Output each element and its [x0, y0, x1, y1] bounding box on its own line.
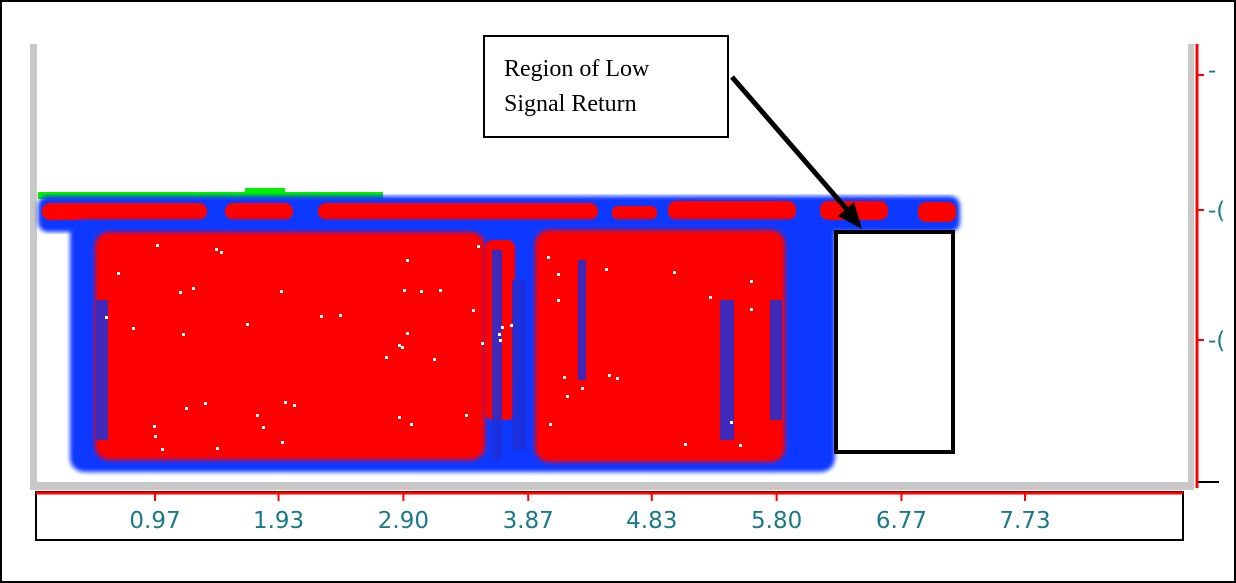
noise-speck — [216, 447, 219, 450]
noise-speck — [406, 259, 409, 262]
noise-speck — [403, 289, 406, 292]
right-axis-label: -( — [1208, 198, 1225, 224]
x-tick-label: 6.77 — [876, 508, 927, 534]
x-tick-label: 0.97 — [129, 508, 180, 534]
noise-speck — [385, 356, 388, 359]
noise-speck — [281, 441, 284, 444]
noise-speck — [256, 414, 259, 417]
noise-speck — [246, 323, 249, 326]
x-tick-label: 2.90 — [378, 508, 429, 534]
noise-fleck — [245, 188, 285, 192]
x-tick-label: 4.83 — [626, 508, 677, 534]
annotation-line-2: Signal Return — [504, 91, 637, 117]
noise-speck — [262, 426, 265, 429]
x-tick-label: 1.93 — [253, 508, 304, 534]
x-tick-label: 7.73 — [999, 508, 1050, 534]
noise-specks — [105, 244, 753, 451]
noise-speck — [153, 425, 156, 428]
noise-speck — [563, 376, 566, 379]
noise-speck — [185, 407, 188, 410]
noise-speck — [398, 344, 401, 347]
plot-left-edge — [30, 44, 37, 486]
noise-speck — [406, 332, 409, 335]
noise-speck — [557, 299, 560, 302]
noise-speck — [750, 280, 753, 283]
noise-speck — [117, 272, 120, 275]
noise-speck — [549, 423, 552, 426]
annotation-line-1: Region of Low — [504, 56, 650, 82]
plot-right-edge — [1188, 44, 1194, 490]
noise-speck — [481, 342, 484, 345]
noise-speck — [215, 248, 218, 251]
body-core-right — [535, 230, 785, 462]
signal-heatmap — [38, 188, 960, 472]
noise-speck — [284, 401, 287, 404]
noise-speck — [179, 291, 182, 294]
noise-speck — [501, 326, 504, 329]
noise-speck — [220, 251, 223, 254]
noise-speck — [401, 346, 404, 349]
noise-speck — [557, 273, 560, 276]
noise-speck — [499, 339, 502, 342]
noise-speck — [608, 374, 611, 377]
noise-speck — [439, 289, 442, 292]
noise-speck — [154, 435, 157, 438]
top-band-core — [42, 201, 956, 222]
noise-speck — [750, 308, 753, 311]
noise-speck — [204, 402, 207, 405]
noise-speck — [433, 358, 436, 361]
right-axis — [1195, 44, 1219, 488]
noise-speck — [709, 296, 712, 299]
noise-speck — [410, 423, 413, 426]
x-tick-label: 5.80 — [751, 508, 802, 534]
noise-speck — [684, 443, 687, 446]
noise-speck — [547, 256, 550, 259]
noise-speck — [616, 377, 619, 380]
right-axis-label: - — [1208, 58, 1216, 84]
low-signal-region-box — [834, 230, 955, 454]
noise-speck — [420, 290, 423, 293]
noise-speck — [339, 314, 342, 317]
right-axis-label: -( — [1208, 328, 1225, 354]
noise-speck — [581, 387, 584, 390]
noise-speck — [472, 309, 475, 312]
noise-speck — [673, 271, 676, 274]
noise-speck — [161, 448, 164, 451]
noise-speck — [465, 414, 468, 417]
body-streaks — [96, 250, 782, 460]
noise-speck — [510, 324, 513, 327]
noise-speck — [498, 333, 501, 336]
noise-speck — [182, 333, 185, 336]
noise-speck — [320, 315, 323, 318]
noise-band — [38, 192, 383, 199]
x-tick-label: 3.87 — [503, 508, 554, 534]
noise-speck — [477, 245, 480, 248]
x-axis-box — [35, 491, 1184, 541]
noise-speck — [132, 327, 135, 330]
noise-speck — [192, 287, 195, 290]
noise-speck — [156, 244, 159, 247]
plot-bottom-edge — [30, 482, 1193, 490]
noise-speck — [566, 395, 569, 398]
noise-speck — [739, 444, 742, 447]
annotation-arrow — [730, 75, 862, 229]
noise-speck — [280, 290, 283, 293]
annotation-box — [483, 35, 729, 138]
noise-speck — [105, 316, 108, 319]
noise-speck — [293, 404, 296, 407]
noise-speck — [398, 416, 401, 419]
noise-speck — [605, 268, 608, 271]
x-axis-ticks: 0.97 1.93 2.90 3.87 4.83 5.80 6.77 7.73 — [129, 494, 1051, 534]
noise-speck — [730, 421, 733, 424]
